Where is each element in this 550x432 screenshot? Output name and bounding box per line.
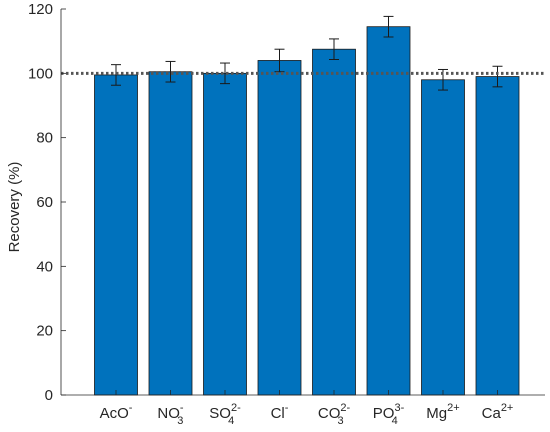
x-tick-label-2: SO2-4 [209, 402, 241, 427]
bar-2 [203, 72, 247, 396]
y-tick-label-1: 20 [36, 323, 53, 340]
y-tick-label-3: 60 [36, 194, 53, 211]
error-bar-2 [220, 62, 230, 85]
bar-4 [312, 48, 356, 396]
x-tick-label-3: Cl- [271, 402, 289, 422]
y-tick-label-4: 80 [36, 130, 53, 147]
y-axis-label: Recovery (%) [6, 162, 23, 253]
bars-layer [94, 26, 520, 396]
x-tick-label-6: Mg2+ [426, 402, 459, 422]
error-bar-5 [383, 15, 394, 38]
bar-6 [421, 79, 465, 396]
bar-1 [148, 71, 193, 396]
error-bar-4 [329, 38, 339, 61]
x-tick-label-4: CO2-3 [318, 402, 351, 427]
y-tick-label-6: 120 [28, 1, 53, 18]
bar-5 [366, 26, 411, 396]
bar-0 [94, 74, 138, 396]
error-bar-1 [165, 60, 176, 83]
error-bar-7 [492, 65, 503, 88]
y-tick-label-2: 40 [36, 258, 53, 275]
bar-3 [257, 60, 302, 396]
x-tick-label-0: AcO- [100, 402, 133, 422]
x-tick-label-5: PO3-4 [373, 402, 405, 427]
x-tick-label-7: Ca2+ [482, 402, 514, 422]
y-tick-label-0: 0 [45, 387, 53, 404]
x-tick-label-1: NO-3 [157, 402, 184, 427]
error-bars-layer [111, 15, 503, 91]
error-bar-0 [111, 64, 121, 86]
error-bar-3 [274, 48, 285, 73]
y-tick-label-5: 100 [28, 65, 53, 82]
bar-7 [475, 76, 520, 396]
x-ticks-layer: AcO- NO-3 SO2-4 Cl- CO2-3 PO3-4 Mg2+ Ca2+ [100, 390, 514, 427]
y-ticks-layer: 0 20 40 60 80 100 120 [28, 1, 66, 404]
